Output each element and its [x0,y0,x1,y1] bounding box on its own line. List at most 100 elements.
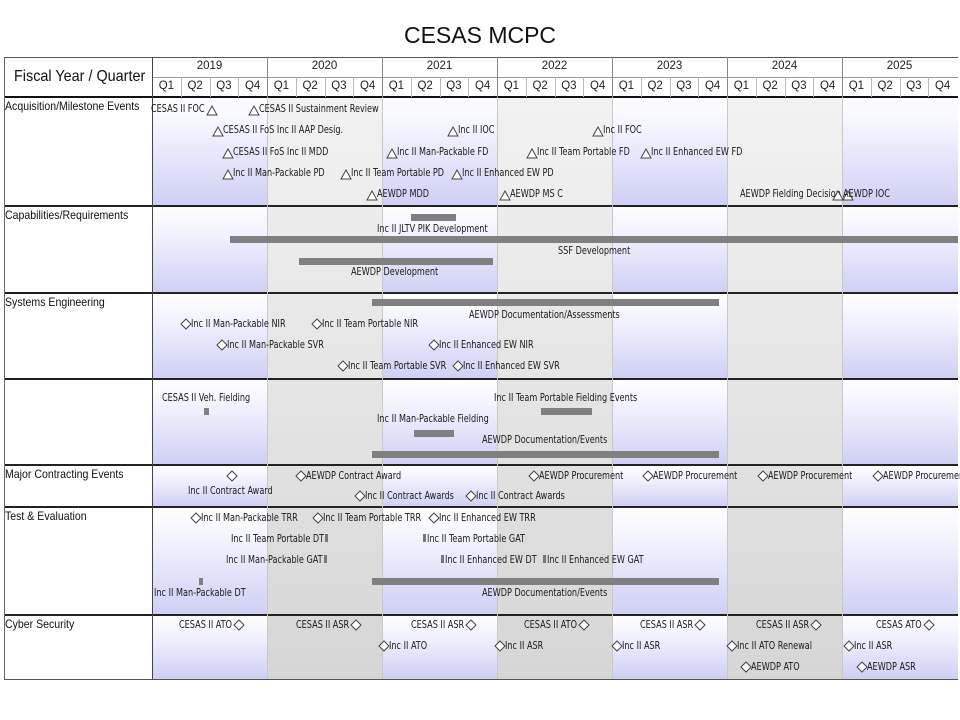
grid-line [727,97,728,679]
event-label: Inc II ATO [389,640,428,652]
quarter-label: Q1 [158,80,175,92]
event-label: Inc II Team Portable FD [537,146,630,158]
event-label: Inc II Enhanced EW FD [651,146,743,158]
event-label: Inc II Team Portable PD [351,167,445,179]
event-label: CESAS II FOC [151,103,205,115]
grid-line [497,97,498,679]
diamond-icon [226,469,238,487]
triangle-icon [340,167,352,185]
triangle-icon [842,188,854,206]
quarter-label: Q3 [561,80,577,92]
grid-line [4,506,958,508]
quarter-label: Q4 [359,80,376,92]
triangle-icon [205,103,218,121]
quarter-label: Q2 [532,80,548,92]
grid-line [870,77,872,97]
quarter-label: Q1 [273,80,290,92]
year-label: 2019 [196,60,223,72]
event-label: Inc II Contract Awards [476,490,565,502]
event-label: Inc II ASR [622,640,661,652]
year-label: 2023 [656,60,683,72]
grid-line [382,97,383,679]
grid-line [4,292,958,294]
event-label: CESAS II ATO [524,619,578,631]
schedule-bar [230,236,958,243]
triangle-icon [447,124,459,142]
quarter-label: Q2 [762,80,778,92]
row-label: Systems Engineering [5,295,105,309]
event-label: Inc II Team Portable GAT [427,533,526,545]
grid-line [180,77,182,97]
quarter-label: Q2 [187,80,203,92]
quarter-label: Q1 [848,80,865,92]
quarter-label: Q3 [216,80,232,92]
event-label: AEWDP ASR [867,661,916,673]
diamond-icon [428,511,440,529]
year-shade [267,97,382,679]
event-label: Inc II Enhanced EW SVR [463,360,560,372]
diamond-icon [922,618,935,636]
quarter-label: Q4 [934,80,951,92]
grid-line [727,57,728,97]
tick-icon [325,534,329,542]
diamond-icon [694,618,706,636]
event-label: CESAS II ASR [640,619,694,631]
row-label: Capabilities/Requirements [5,208,129,222]
grid-line [4,614,958,616]
diamond-icon [216,338,228,356]
quarter-label: Q4 [819,80,836,92]
diamond-icon [872,469,884,487]
diamond-icon [726,639,738,657]
event-label: Inc II Man-Packable SVR [227,339,324,351]
chart-title: CESAS MCPC [403,22,557,48]
diamond-icon [740,660,752,678]
grid-line [439,77,441,97]
event-label: AEWDP Documentation/Events [482,434,608,446]
event-label: Inc II Team Portable SVR [348,360,447,372]
diamond-icon [578,618,590,636]
event-label: Inc II Enhanced EW DT [445,554,537,566]
event-label: CESAS II FoS Inc II AAP Desig. [223,124,344,136]
grid-line [842,97,843,679]
event-label: Inc II Man-Packable PD [233,167,325,179]
quarter-label: Q4 [474,80,491,92]
quarter-label: Q2 [302,80,318,92]
tick-icon [323,555,327,563]
event-label: Inc II Man-Packable DT [154,587,246,599]
grid-line [4,96,958,98]
grid-line [784,77,786,97]
diamond-icon [452,359,464,377]
quarter-label: Q3 [676,80,692,92]
year-label: 2022 [541,60,568,72]
diamond-icon [354,489,366,507]
grid-line [209,77,211,97]
triangle-icon [248,103,260,121]
year-label: 2025 [886,60,913,72]
quarter-label: Q3 [331,80,347,92]
event-label: AEWDP Fielding Decision [740,188,841,200]
event-label: CESAS II ATO [179,619,233,631]
diamond-icon [757,469,769,487]
quarter-label: Q2 [877,80,893,92]
header-label: Fiscal Year / Quarter [14,68,146,85]
triangle-icon [222,167,234,185]
diamond-icon [350,618,362,636]
diamond-icon [494,639,506,657]
event-label: Inc II Man-Packable Fielding [377,413,489,425]
quarter-label: Q1 [503,80,520,92]
triangle-icon [640,146,652,164]
event-label: Inc II ATO Renewal [737,640,813,652]
event-label: AEWDP IOC [843,188,890,200]
triangle-icon [366,188,378,206]
event-label: Inc II FOC [603,124,642,136]
triangle-icon [222,146,234,164]
event-label: CESAS II ASR [296,619,350,631]
event-label: Inc II Enhanced EW NIR [439,339,534,351]
event-label: Inc II JLTV PIK Development [377,223,488,235]
quarter-label: Q1 [388,80,405,92]
row-label: Major Contracting Events [5,467,124,481]
event-label: Inc II Team Portable Fielding Events [494,392,638,404]
event-label: CESAS II Veh. Fielding [162,392,251,404]
grid-line [267,57,268,97]
event-label: AEWDP Procurement [653,470,738,482]
